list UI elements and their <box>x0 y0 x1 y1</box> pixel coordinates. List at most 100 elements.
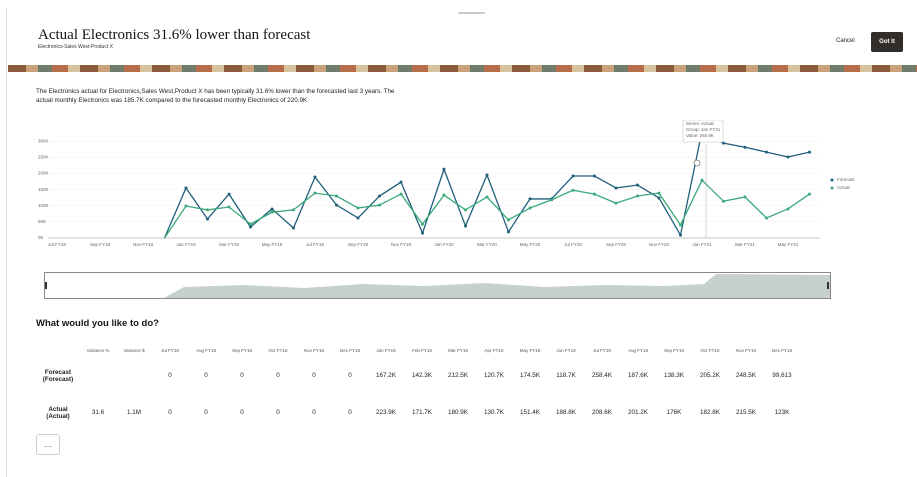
cell: 248.5K <box>728 357 764 394</box>
navigator-handle[interactable] <box>45 282 47 289</box>
table-row: Actual (Actual)31.61.1M000000223.9K171.7… <box>36 394 800 431</box>
column-header: Dec FY19 <box>764 343 800 357</box>
line-chart: 0K50K100K150K200K250K300KJul FY18Sep FY1… <box>0 120 917 255</box>
navigator-handle[interactable] <box>827 282 829 289</box>
confirm-button[interactable]: Got It <box>871 32 903 52</box>
overview-navigator[interactable] <box>44 272 831 299</box>
data-point <box>507 230 510 233</box>
x-tick-label: May FY19 <box>262 242 283 247</box>
x-tick-label: Mar FY19 <box>219 242 239 247</box>
cell: 187.6K <box>620 357 656 394</box>
cell: 0 <box>152 394 188 431</box>
data-point <box>744 146 747 149</box>
cell: 1.1M <box>116 394 152 431</box>
cell <box>116 357 152 394</box>
cell: 123K <box>764 394 800 431</box>
data-point <box>787 155 790 158</box>
data-point <box>443 194 446 197</box>
legend-label: Actual <box>837 185 850 190</box>
data-point <box>572 175 575 178</box>
cell <box>80 357 116 394</box>
data-point <box>808 151 811 154</box>
cell: 0 <box>260 357 296 394</box>
data-point <box>550 198 553 201</box>
data-point <box>335 195 338 198</box>
data-point <box>400 181 403 184</box>
x-tick-label: Sep FY19 <box>348 242 369 247</box>
data-point <box>400 193 403 196</box>
data-point <box>615 186 618 189</box>
x-tick-label: Mar FY20 <box>477 242 497 247</box>
cell: 258.4K <box>584 357 620 394</box>
data-point <box>228 206 231 209</box>
drag-handle[interactable] <box>458 12 485 14</box>
hover-point <box>694 160 700 166</box>
column-header: Jul FY19 <box>584 343 620 357</box>
data-point <box>228 193 231 196</box>
data-point <box>529 197 532 200</box>
data-point <box>185 186 188 189</box>
y-tick-label: 100K <box>38 203 49 208</box>
x-tick-label: Jul FY18 <box>48 242 66 247</box>
column-header: Jun FY19 <box>548 343 584 357</box>
cell: 208.6K <box>584 394 620 431</box>
data-point <box>615 202 618 205</box>
data-point <box>529 206 532 209</box>
data-point <box>314 175 317 178</box>
banner <box>8 65 917 72</box>
x-tick-label: Sep FY18 <box>90 242 111 247</box>
legend-marker <box>831 187 834 190</box>
cell: 118.7K <box>548 357 584 394</box>
column-header: Variance $ <box>116 343 152 357</box>
cell: 188.8K <box>548 394 584 431</box>
cell: 0 <box>188 394 224 431</box>
data-point <box>722 200 725 203</box>
x-tick-label: Sep FY20 <box>606 242 627 247</box>
data-point <box>636 195 639 198</box>
y-tick-label: 50K <box>38 219 46 224</box>
data-point <box>787 207 790 210</box>
data-point <box>443 168 446 171</box>
data-point <box>206 208 209 211</box>
column-header: Nov FY19 <box>728 343 764 357</box>
cell: 0 <box>224 394 260 431</box>
tooltip-text: Series: Actual <box>686 121 714 126</box>
data-point <box>808 193 811 196</box>
cell: 171.7K <box>404 394 440 431</box>
column-header: Sep FY19 <box>656 343 692 357</box>
cancel-button[interactable]: Cancel <box>836 38 855 44</box>
x-tick-label: Jan FY21 <box>692 242 712 247</box>
column-header: Apr FY19 <box>476 343 512 357</box>
row-label: Actual (Actual) <box>36 394 80 431</box>
cell: 215.5K <box>728 394 764 431</box>
cell: 0 <box>188 357 224 394</box>
insight-text: The Electronics actual for Electronics,S… <box>36 88 406 105</box>
data-point <box>357 216 360 219</box>
x-tick-label: May FY20 <box>520 242 541 247</box>
cell: 0 <box>224 357 260 394</box>
cell: 174.5K <box>512 357 548 394</box>
y-tick-label: 250K <box>38 154 49 159</box>
column-header: Aug FY19 <box>620 343 656 357</box>
column-header: Sep FY18 <box>224 343 260 357</box>
cell: 0 <box>332 394 368 431</box>
cell: 120.7K <box>476 357 512 394</box>
data-point <box>378 195 381 198</box>
cell: 180.9K <box>440 394 476 431</box>
cell: 201.2K <box>620 394 656 431</box>
data-point <box>636 184 639 187</box>
data-point <box>593 193 596 196</box>
data-point <box>378 204 381 207</box>
data-point <box>658 196 661 199</box>
dialog: Actual Electronics 31.6% lower than fore… <box>0 0 917 477</box>
data-point <box>249 226 252 229</box>
column-header: Jul FY18 <box>152 343 188 357</box>
column-header: Variance % <box>80 343 116 357</box>
subtitle: Electronics-Sales West-Product X <box>38 44 113 50</box>
cell: 0 <box>260 394 296 431</box>
y-tick-label: 200K <box>38 171 49 176</box>
data-point <box>658 192 661 195</box>
cell: 223.9K <box>368 394 404 431</box>
more-button[interactable]: ... <box>36 434 60 455</box>
